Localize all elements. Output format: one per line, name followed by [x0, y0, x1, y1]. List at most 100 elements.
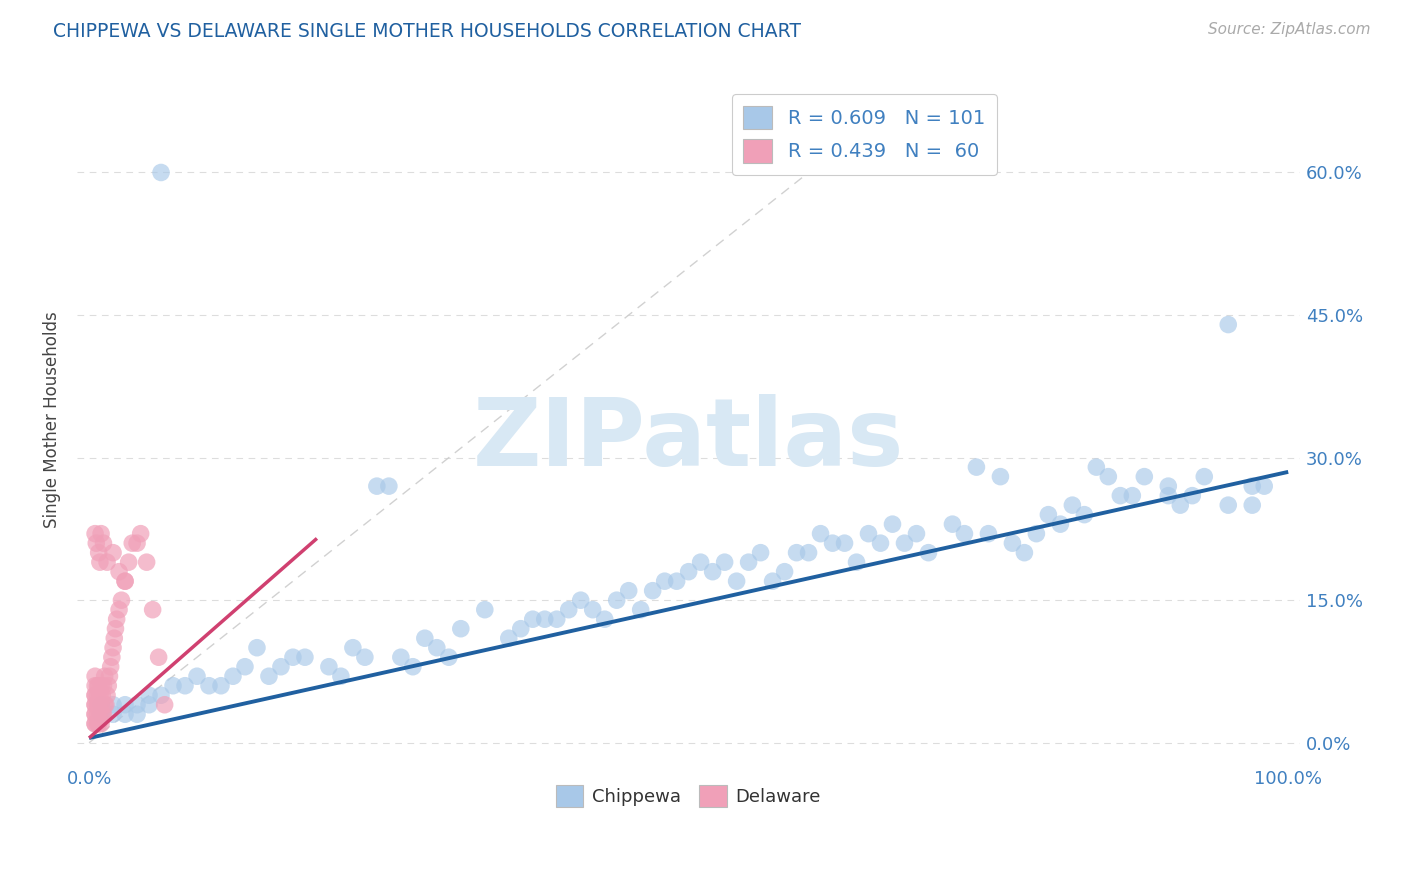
Point [858, 526, 880, 541]
Point [1253, 479, 1275, 493]
Point [246, 640, 269, 655]
Point [98, 669, 121, 683]
Point [366, 479, 388, 493]
Point [174, 679, 197, 693]
Point [150, 688, 173, 702]
Point [86, 679, 108, 693]
Point [1194, 469, 1216, 483]
Point [108, 565, 131, 579]
Point [129, 526, 152, 541]
Point [786, 546, 808, 560]
Point [1181, 489, 1204, 503]
Point [257, 669, 280, 683]
Point [84, 707, 107, 722]
Point [1218, 498, 1240, 512]
Point [90, 707, 112, 722]
Point [209, 679, 232, 693]
Point [1062, 498, 1084, 512]
Point [101, 546, 124, 560]
Point [148, 650, 170, 665]
Point [186, 669, 208, 683]
Point [87, 698, 110, 712]
Point [713, 555, 735, 569]
Point [114, 707, 136, 722]
Point [104, 622, 127, 636]
Point [101, 698, 124, 712]
Point [437, 650, 460, 665]
Point [142, 603, 165, 617]
Point [1241, 498, 1264, 512]
Point [1168, 498, 1191, 512]
Point [474, 603, 496, 617]
Text: ZIPatlas: ZIPatlas [472, 394, 904, 486]
Point [834, 536, 856, 550]
Point [882, 517, 904, 532]
Point [125, 698, 148, 712]
Point [89, 555, 111, 569]
Point [522, 612, 544, 626]
Point [749, 546, 772, 560]
Point [773, 565, 796, 579]
Point [100, 659, 122, 673]
Point [90, 526, 112, 541]
Point [558, 603, 581, 617]
Point [582, 603, 605, 617]
Point [318, 659, 340, 673]
Point [1109, 489, 1132, 503]
Point [450, 622, 472, 636]
Point [281, 650, 304, 665]
Point [1038, 508, 1060, 522]
Point [593, 612, 616, 626]
Point [270, 659, 292, 673]
Point [138, 698, 160, 712]
Point [84, 679, 107, 693]
Point [108, 603, 131, 617]
Point [84, 716, 107, 731]
Point [977, 526, 1000, 541]
Point [1241, 479, 1264, 493]
Point [905, 526, 928, 541]
Point [93, 707, 115, 722]
Point [569, 593, 592, 607]
Point [509, 622, 531, 636]
Point [101, 650, 124, 665]
Point [93, 679, 115, 693]
Point [118, 555, 141, 569]
Point [86, 707, 108, 722]
Point [678, 565, 700, 579]
Point [917, 546, 939, 560]
Point [810, 526, 832, 541]
Point [125, 536, 148, 550]
Point [737, 555, 759, 569]
Point [84, 669, 107, 683]
Point [426, 640, 449, 655]
Point [761, 574, 783, 589]
Point [941, 517, 963, 532]
Point [965, 460, 987, 475]
Point [84, 698, 107, 712]
Point [84, 688, 107, 702]
Point [893, 536, 915, 550]
Point [94, 698, 117, 712]
Point [1157, 489, 1180, 503]
Point [86, 698, 108, 712]
Point [91, 707, 114, 722]
Point [105, 612, 128, 626]
Point [689, 555, 711, 569]
Point [617, 583, 640, 598]
Point [89, 688, 111, 702]
Point [1085, 460, 1108, 475]
Point [606, 593, 628, 607]
Point [84, 688, 107, 702]
Point [546, 612, 568, 626]
Point [135, 555, 157, 569]
Point [86, 716, 108, 731]
Point [86, 688, 108, 702]
Point [233, 659, 256, 673]
Point [101, 640, 124, 655]
Point [162, 679, 184, 693]
Point [354, 650, 377, 665]
Point [389, 650, 412, 665]
Point [1097, 469, 1119, 483]
Point [869, 536, 891, 550]
